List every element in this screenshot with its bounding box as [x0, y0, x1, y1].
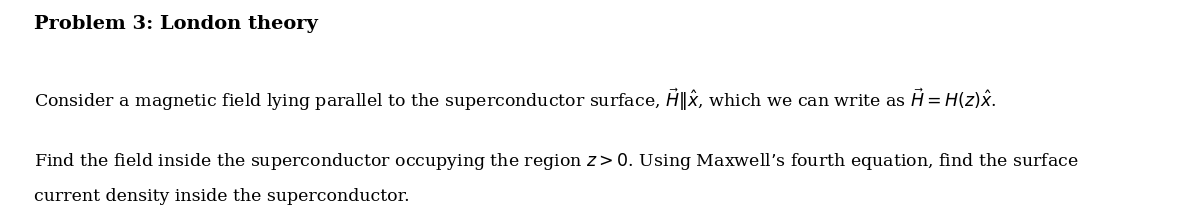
- Text: Problem 3: London theory: Problem 3: London theory: [34, 15, 318, 33]
- Text: Find the field inside the superconductor occupying the region $z > 0$. Using Max: Find the field inside the superconductor…: [34, 151, 1078, 172]
- Text: Consider a magnetic field lying parallel to the superconductor surface, $\vec{H}: Consider a magnetic field lying parallel…: [34, 86, 996, 113]
- Text: current density inside the superconductor.: current density inside the superconducto…: [34, 188, 409, 205]
